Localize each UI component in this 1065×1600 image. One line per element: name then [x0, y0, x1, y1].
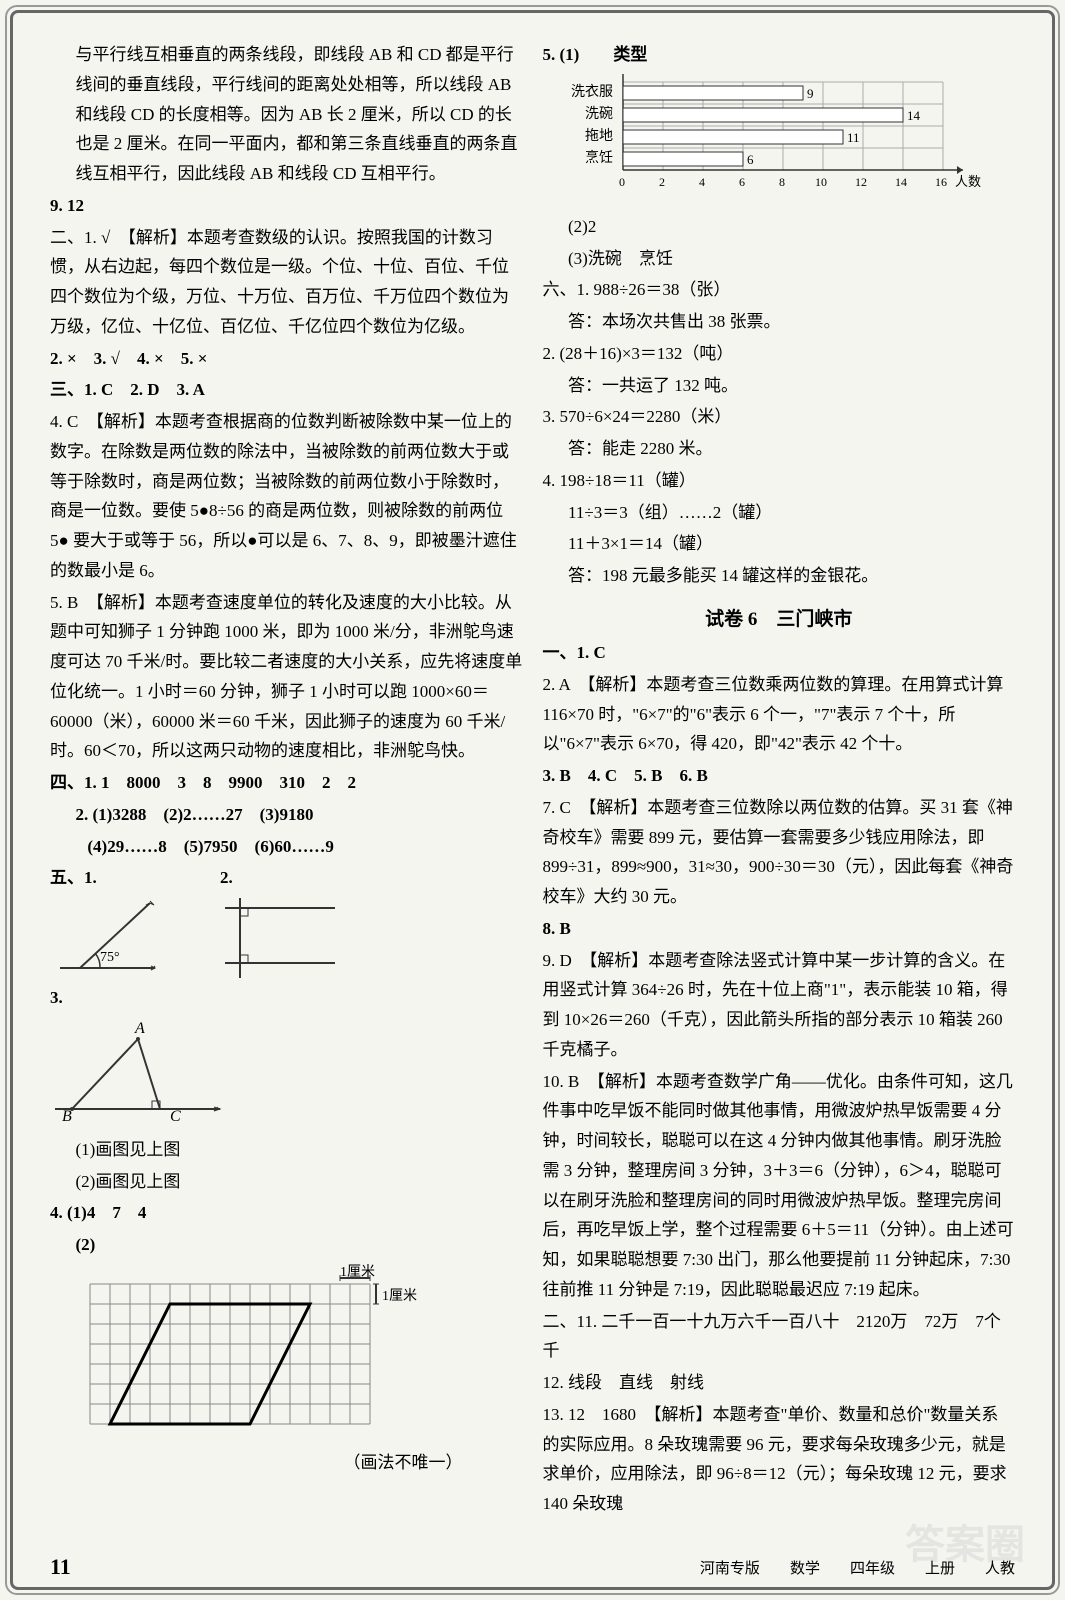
t6-12: 12. 线段 直线 射线 [543, 1368, 1016, 1398]
footer-subject: 数学 [790, 1557, 820, 1578]
paragraph: 与平行线互相垂直的两条线段，即线段 AB 和 CD 都是平行线间的垂直线段，平行… [50, 40, 523, 189]
svg-text:0: 0 [619, 175, 625, 189]
bar-chart: 洗衣服 洗碗 拖地 烹饪 9 14 11 6 0 2 4 6 8 10 12 1… [563, 74, 1016, 204]
s6-2: 2. (28＋16)×3＝132（吨） [543, 339, 1016, 369]
right-column: 5. (1) 类型 [543, 40, 1016, 1510]
section-4-q2a: 2. (1)3288 (2)2……27 (3)9180 [50, 800, 523, 830]
ans-5-3-1: (1)画图见上图 [50, 1135, 523, 1165]
t6-3: 3. B 4. C 5. B 6. B [543, 761, 1016, 791]
section-2-rest: 2. × 3. √ 4. × 5. × [50, 344, 523, 374]
parallelogram-grid-icon: 1厘米 1厘米 [80, 1264, 420, 1444]
diagram-5-1: 五、1. 75° [50, 863, 160, 983]
section-3-q5: 5. B 【解析】本题考查速度单位的转化及速度的大小比较。从题中可知狮子 1 分… [50, 588, 523, 767]
section-4-q2b: (4)29……8 (5)7950 (6)60……9 [50, 832, 523, 862]
t6-s2-11: 二、11. 二千一百一十九万六千一百八十 2120万 72万 7个千 [543, 1307, 1016, 1367]
ans-5-2: (2)2 [543, 212, 1016, 242]
t6-9: 9. D 【解析】本题考查除法竖式计算中某一步计算的含义。在用竖式计算 364÷… [543, 946, 1016, 1065]
draw-note: （画法不唯一） [50, 1448, 523, 1478]
svg-text:洗衣服: 洗衣服 [571, 84, 613, 100]
svg-text:A: A [134, 1020, 145, 1037]
label-5-3: 3. [50, 983, 523, 1013]
page-footer: 11 河南专版 数学 四年级 上册 人教 [50, 1554, 1015, 1580]
label-5-2: 2. [220, 868, 233, 887]
section-5-q4-2: (2) [50, 1230, 523, 1260]
s6-2a: 答：一共运了 132 吨。 [543, 371, 1016, 401]
svg-text:6: 6 [739, 175, 745, 189]
svg-text:10: 10 [815, 175, 827, 189]
footer-edition: 河南专版 [700, 1557, 760, 1578]
diagram-row-1: 五、1. 75° 2. [50, 863, 523, 983]
chart-title: 5. (1) 类型 [543, 40, 1016, 70]
section-5-q4: 4. (1)4 7 4 [50, 1198, 523, 1228]
ans-5-3: (3)洗碗 烹饪 [543, 244, 1016, 274]
svg-text:烹饪: 烹饪 [585, 149, 613, 166]
answer-9: 9. 12 [50, 191, 523, 221]
s6-4: 4. 198÷18＝11（罐） [543, 466, 1016, 496]
s6-3a: 答：能走 2280 米。 [543, 434, 1016, 464]
left-column: 与平行线互相垂直的两条线段，即线段 AB 和 CD 都是平行线间的垂直线段，平行… [50, 40, 523, 1510]
section-3-q4: 4. C 【解析】本题考查根据商的位数判断被除数中某一位上的数字。在除数是两位数… [50, 407, 523, 586]
svg-text:14: 14 [895, 175, 907, 189]
s6-4a: 11÷3＝3（组）……2（罐） [543, 498, 1016, 528]
svg-text:12: 12 [855, 175, 867, 189]
section-3: 三、1. C 2. D 3. A [50, 375, 523, 405]
diagram-5-3: A B C [50, 1019, 523, 1129]
section-2-q1: 二、1. √ 【解析】本题考查数级的认识。按照我国的计数习惯，从右边起，每四个数… [50, 223, 523, 342]
svg-text:人数: 人数 [955, 174, 981, 189]
svg-text:4: 4 [699, 175, 705, 189]
svg-text:14: 14 [907, 108, 921, 123]
svg-text:洗碗: 洗碗 [585, 106, 613, 122]
svg-text:1厘米: 1厘米 [382, 1288, 417, 1304]
svg-text:2: 2 [659, 175, 665, 189]
footer-grade: 四年级 [850, 1557, 895, 1578]
t6-7: 7. C 【解析】本题考查三位数除以两位数的估算。买 31 套《神奇校车》需要 … [543, 793, 1016, 912]
svg-text:6: 6 [747, 152, 754, 167]
s6-1: 六、1. 988÷26＝38（张） [543, 275, 1016, 305]
svg-text:拖地: 拖地 [585, 128, 613, 144]
household-chores-chart-icon: 洗衣服 洗碗 拖地 烹饪 9 14 11 6 0 2 4 6 8 10 12 1… [563, 74, 983, 204]
svg-text:16: 16 [935, 175, 947, 189]
svg-text:B: B [62, 1108, 72, 1125]
watermark: 答案圈 [905, 1512, 1025, 1570]
angle-value: 75° [100, 950, 120, 965]
section-4-q1: 四、1. 1 8000 3 8 9900 310 2 2 [50, 768, 523, 798]
parallel-perpendicular-icon [220, 893, 340, 983]
svg-text:11: 11 [847, 130, 860, 145]
diagram-5-2: 2. [220, 863, 340, 983]
t6-2: 2. A 【解析】本题考查三位数乘两位数的算理。在用算式计算 116×70 时，… [543, 670, 1016, 759]
s6-4b: 11＋3×1＝14（罐） [543, 529, 1016, 559]
t6-1: 一、1. C [543, 638, 1016, 668]
label-5-1: 五、1. [50, 868, 97, 887]
t6-13: 13. 12 1680 【解析】本题考查"单价、数量和总价"数量关系的实际应用。… [543, 1400, 1016, 1519]
t6-10: 10. B 【解析】本题考查数学广角——优化。由条件可知，这几件事中吃早饭不能同… [543, 1067, 1016, 1305]
s6-1a: 答：本场次共售出 38 张票。 [543, 307, 1016, 337]
test-6-title: 试卷 6 三门峡市 [543, 603, 1016, 636]
s6-3: 3. 570÷6×24＝2280（米） [543, 402, 1016, 432]
svg-text:C: C [170, 1108, 181, 1125]
grid-diagram: 1厘米 1厘米 [80, 1264, 523, 1444]
ans-5-3-2: (2)画图见上图 [50, 1167, 523, 1197]
svg-text:8: 8 [779, 175, 785, 189]
content-columns: 与平行线互相垂直的两条线段，即线段 AB 和 CD 都是平行线间的垂直线段，平行… [50, 40, 1015, 1510]
t6-8: 8. B [543, 914, 1016, 944]
angle-diagram-icon: 75° [50, 893, 160, 983]
s6-4c: 答：198 元最多能买 14 罐这样的金银花。 [543, 561, 1016, 591]
svg-text:9: 9 [807, 86, 814, 101]
page-number: 11 [50, 1554, 71, 1580]
triangle-diagram-icon: A B C [50, 1019, 230, 1129]
